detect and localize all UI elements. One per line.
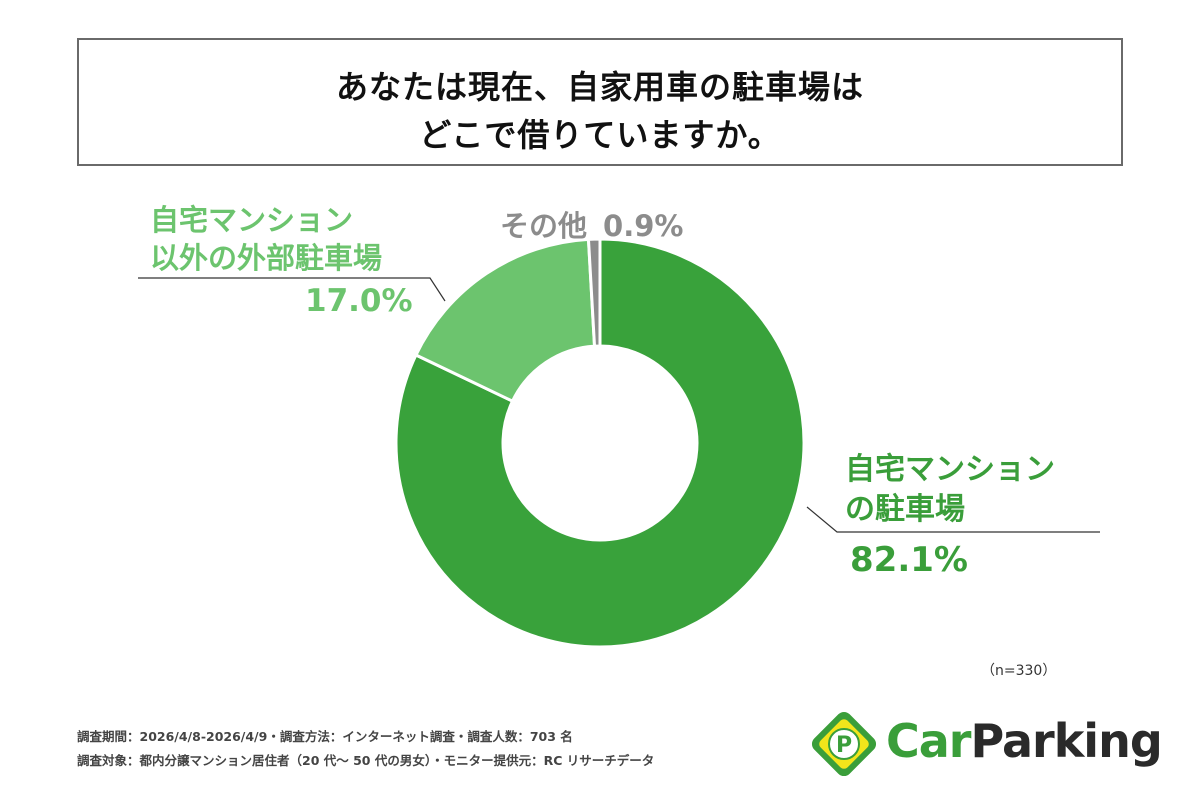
- leader-line-external-parking: [138, 277, 446, 302]
- survey-footnote-2: 調査対象：都内分譲マンション居住者（20 代〜 50 代の男女）・モニター提供元…: [77, 753, 655, 768]
- chart-title-line-1: あなたは現在、自家用車の駐車場は: [335, 68, 864, 106]
- slice-value-external-parking: 17.0%: [305, 283, 413, 319]
- sample-size-note: （n=330）: [981, 663, 1057, 679]
- logo-wordmark: CarParking: [886, 714, 1163, 768]
- logo-text-parking: Parking: [970, 714, 1163, 768]
- logo-text-car: Car: [886, 714, 971, 768]
- slice-home-parking: [394, 237, 806, 649]
- slice-label-external-line-2: 以外の外部駐車場: [150, 241, 383, 275]
- slice-label-other: その他 0.9%: [500, 203, 683, 245]
- badge-letter: P: [836, 733, 852, 758]
- title-box: あなたは現在、自家用車の駐車場は どこで借りていますか。: [77, 38, 1123, 166]
- slice-label-home-line-2: の駐車場: [845, 492, 965, 527]
- slice-label-home-line-1: 自宅マンション: [845, 452, 1055, 487]
- donut-slices: [394, 237, 806, 649]
- slice-value-home-parking: 82.1%: [850, 540, 968, 580]
- survey-footnote-1: 調査期間：2026/4/8-2026/4/9・調査方法：インターネット調査・調査…: [77, 729, 573, 744]
- slice-other: [586, 237, 602, 348]
- slice-label-external-line-1: 自宅マンション: [150, 203, 354, 237]
- parking-badge-icon: P: [811, 711, 877, 777]
- slice-label-external-parking: 自宅マンション 以外の外部駐車場: [150, 201, 382, 277]
- chart-title-line-2: どこで借りていますか。: [419, 116, 781, 154]
- leader-line-home-parking: [806, 506, 1100, 533]
- slice-label-other-text: その他: [500, 209, 588, 243]
- slice-value-other: 0.9%: [603, 209, 684, 243]
- carparking-logo: P CarParking: [806, 706, 1163, 782]
- slice-label-home-parking: 自宅マンション の駐車場: [845, 450, 1055, 530]
- slice-external-parking: [413, 237, 597, 404]
- leader-lines: [138, 277, 1100, 533]
